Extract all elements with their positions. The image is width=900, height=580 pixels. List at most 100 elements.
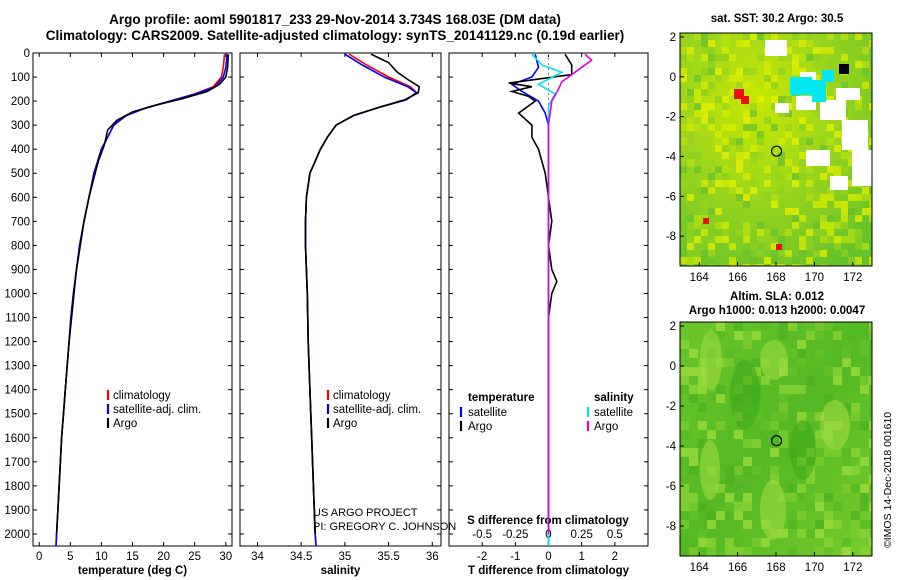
legend-label: Argo (113, 418, 137, 430)
map-sla-cell (716, 394, 725, 403)
map-sst-cell (799, 236, 806, 243)
map-sla-cell (761, 538, 770, 547)
map-sst-cell (862, 68, 869, 75)
map-sla-cell (824, 511, 833, 520)
map-sst-cell (708, 82, 715, 89)
map-sst-cell (862, 47, 869, 54)
map-sst-cell (827, 33, 834, 40)
map-sla-cell (689, 457, 698, 466)
legend-label: climatology (113, 390, 171, 402)
map-sla-cell (707, 511, 716, 520)
depth-tick-label: 2000 (4, 529, 30, 541)
map-sst-cell (820, 173, 827, 180)
temperature-line-satellite-adj-clim- (55, 54, 228, 546)
map-sst-cell (848, 180, 855, 187)
map-sst-cell (820, 145, 827, 152)
map-sst-cell (855, 229, 862, 236)
map-sst-cell (841, 201, 848, 208)
map-sst-cell (806, 243, 813, 250)
map-sla-cell (761, 421, 770, 430)
map-sla-cell (869, 322, 872, 331)
map-sst-cell (841, 250, 848, 257)
map-sla-cell (779, 412, 788, 421)
map-sst-cell (757, 54, 764, 61)
map-sst-cell (722, 124, 729, 131)
map-sla-cell (689, 430, 698, 439)
map-sla-cell (680, 376, 689, 385)
difference-series-group (508, 53, 593, 546)
map-sla-cell (815, 349, 824, 358)
map-sla-cell (752, 538, 761, 547)
map-sst-cell (715, 166, 722, 173)
map-sst-cell (736, 75, 743, 82)
map-sst-cell (694, 166, 701, 173)
map-sla-cell (752, 358, 761, 367)
difference-line-temperature-argo (508, 53, 573, 534)
map-sla-cell (860, 520, 869, 529)
map-sst-cell (841, 187, 848, 194)
map-sla-cell (788, 547, 797, 556)
map-sla-cell (725, 547, 734, 556)
map-sst-cell (701, 33, 708, 40)
map-sla-cell (869, 520, 872, 529)
diff-legend-label: Argo (468, 421, 492, 433)
map-sst-cell (757, 222, 764, 229)
map-sst-cell (750, 201, 757, 208)
map-sst-cell (778, 229, 785, 236)
map-sla-cell (860, 367, 869, 376)
map-sst-cell (869, 117, 872, 124)
map-sla-cell (788, 484, 797, 493)
map-sla-cell (806, 385, 815, 394)
diff-legend-label: satellite (468, 407, 507, 419)
map-sst-cell (813, 166, 820, 173)
map-sst-cell (722, 47, 729, 54)
map-sst-cell (736, 138, 743, 145)
map-sla-cell (725, 439, 734, 448)
map-sst-cell (694, 110, 701, 117)
map-sla-cell (779, 394, 788, 403)
map-sla-cell (788, 385, 797, 394)
map-sla-cell (815, 322, 824, 331)
map-sst-cell (813, 54, 820, 61)
map-sst-cell (862, 194, 869, 201)
sst-cloud-gap (806, 150, 830, 166)
map-sst-cell (722, 222, 729, 229)
map-sla-cell (815, 520, 824, 529)
depth-tick-label: 200 (11, 96, 30, 108)
depth-tick-label: 700 (11, 216, 30, 228)
map-sst-ytick-label: 0 (670, 72, 676, 84)
map-sst-cell (750, 257, 757, 264)
legend-label: satellite-adj. clim. (333, 404, 421, 416)
map-sst-ytick-label: -4 (666, 151, 677, 163)
sst-cloud-gap (830, 176, 848, 190)
map-sst-cell (701, 68, 708, 75)
map-sla-cell (815, 439, 824, 448)
map-sst-cell (750, 152, 757, 159)
map-sst-cell (708, 250, 715, 257)
sla-high-patch (700, 440, 720, 500)
map-sla-cell (716, 421, 725, 430)
map-sst-profile-marker (770, 145, 783, 157)
map-sst-cell (834, 145, 841, 152)
map-sst-cell (855, 243, 862, 250)
map-sst-cell (715, 138, 722, 145)
map-sst-cell (680, 103, 687, 110)
map-sst-cell (687, 96, 694, 103)
temperature-series-group (55, 54, 230, 546)
salinity-xtick-label: 35 (338, 551, 351, 563)
map-sla-cell (860, 385, 869, 394)
sst-cool-patch (822, 70, 834, 82)
map-sst-xtick-label: 170 (805, 272, 824, 284)
map-sla-cell (869, 538, 872, 547)
map-sst-cell (813, 201, 820, 208)
map-sst-cell (813, 47, 820, 54)
map-sla-cell (779, 529, 788, 538)
map-sla-cell (788, 520, 797, 529)
map-sla-cell (689, 466, 698, 475)
map-sla-cell (806, 475, 815, 484)
map-sla-cell (797, 394, 806, 403)
map-sst-cell (806, 229, 813, 236)
depth-tick-label: 300 (11, 120, 30, 132)
map-sla-cell (815, 529, 824, 538)
map-sst-cell (806, 236, 813, 243)
